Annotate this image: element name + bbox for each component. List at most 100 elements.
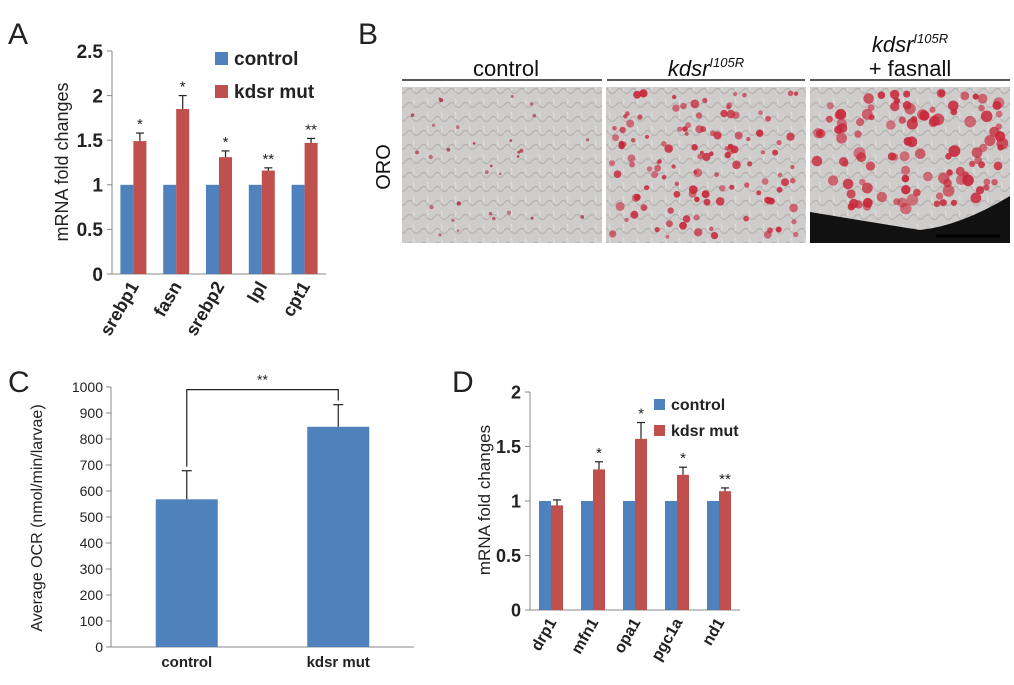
lipid-droplet <box>651 170 659 178</box>
chart-a-ylabel: mRNA fold changes <box>52 82 72 241</box>
lipid-droplet <box>836 118 848 129</box>
micrograph-kdsr <box>606 87 806 243</box>
lipid-droplet <box>841 160 849 167</box>
lipid-droplet <box>816 129 824 137</box>
lipid-droplet <box>933 200 941 208</box>
lipid-droplet <box>637 114 643 120</box>
legend-label: control <box>671 397 725 414</box>
lipid-droplet <box>697 153 704 160</box>
lipid-droplet <box>732 160 741 170</box>
y-tick-label: 0.5 <box>496 546 521 566</box>
legend-label: kdsr mut <box>671 423 739 440</box>
panel-b-col3-main: kdsr <box>872 32 915 57</box>
bar-control <box>581 501 593 610</box>
lipid-droplet <box>890 89 900 100</box>
lipid-droplet <box>633 90 641 99</box>
x-tick-label: mfn1 <box>569 615 603 657</box>
lipid-droplet <box>694 228 703 237</box>
lipid-droplet <box>776 186 783 193</box>
bar-control <box>291 184 305 274</box>
bar-control <box>539 501 551 610</box>
micrograph-dark-region <box>810 196 1010 243</box>
y-tick-label: 300 <box>80 561 104 577</box>
lipid-droplet <box>507 210 511 215</box>
lipid-droplet <box>919 110 930 121</box>
lipid-droplet <box>695 112 703 119</box>
significance-marker: * <box>180 79 186 96</box>
lipid-droplet <box>765 115 771 122</box>
lipid-droplet <box>901 185 911 195</box>
lipid-droplet <box>633 193 641 201</box>
bar-control <box>623 501 635 610</box>
lipid-droplet <box>609 230 617 238</box>
lipid-droplet <box>629 161 636 168</box>
lipid-droplet <box>901 174 910 183</box>
lipid-droplet <box>983 184 990 191</box>
lipid-droplet <box>950 199 958 206</box>
x-tick-label: control <box>161 654 212 671</box>
lipid-droplet <box>685 122 692 129</box>
lipid-droplet <box>630 138 636 143</box>
legend-swatch <box>654 399 665 410</box>
lipid-droplet <box>827 175 839 186</box>
lipid-droplet <box>674 181 680 186</box>
chart-d: mRNA fold changes 0 0.5 1 1.5 2 drp1 * mfn1 * opa… <box>475 382 740 664</box>
bar-control <box>707 501 719 610</box>
lipid-droplet <box>671 164 676 169</box>
panel-label-b: B <box>358 18 378 51</box>
lipid-droplet <box>775 226 782 233</box>
bar <box>155 499 218 647</box>
lipid-droplet <box>955 166 965 176</box>
lipid-droplet <box>901 165 911 175</box>
legend-label: control <box>234 49 298 70</box>
y-tick-label: 2 <box>511 382 521 402</box>
significance-marker: ** <box>262 151 274 168</box>
lipid-droplet <box>679 221 687 230</box>
lipid-droplet <box>709 151 714 156</box>
lipid-droplet <box>624 217 629 223</box>
lipid-droplet <box>734 131 743 140</box>
panel-b-col-label-kdsr: kdsrI105R <box>668 55 744 81</box>
lipid-droplets <box>410 89 1009 240</box>
lipid-droplet <box>682 126 688 132</box>
x-tick-label: fasn <box>150 278 186 320</box>
lipid-droplet <box>682 215 691 223</box>
lipid-droplet <box>862 202 872 211</box>
lipid-droplet <box>415 150 419 155</box>
lipid-droplet <box>877 91 886 99</box>
x-tick-label: pgc1a <box>649 615 687 664</box>
lipid-droplet <box>742 92 747 98</box>
lipid-droplet <box>726 105 731 110</box>
lipid-droplet <box>456 229 460 232</box>
panel-b-row-label-oro: ORO <box>373 144 395 190</box>
panel-b-col-label-control: control <box>473 56 539 81</box>
lipid-droplet <box>767 227 773 234</box>
legend-swatch <box>215 85 228 98</box>
legend-swatch <box>654 425 665 436</box>
lipid-droplet <box>455 125 460 129</box>
y-tick-label: 1 <box>92 176 103 197</box>
lipid-droplet <box>702 152 711 162</box>
lipid-droplet <box>516 155 520 158</box>
lipid-droplet <box>914 148 926 160</box>
panel-b-col2-sup: I105R <box>709 55 744 70</box>
lipid-droplet <box>747 161 753 167</box>
y-tick-label: 700 <box>80 457 104 473</box>
lipid-droplet <box>993 161 1003 171</box>
lipid-droplet <box>861 182 873 194</box>
lipid-droplet <box>665 220 673 228</box>
lipid-droplet <box>667 207 674 214</box>
lipid-droplet <box>978 161 985 169</box>
lipid-droplet <box>532 113 537 118</box>
lipid-droplet <box>580 215 585 219</box>
x-tick-label: opa1 <box>611 615 644 656</box>
lipid-droplet <box>672 104 680 112</box>
lipid-droplet <box>781 178 789 187</box>
y-tick-label: 0 <box>95 639 103 655</box>
lipid-droplet <box>715 197 725 206</box>
bar-mutant <box>133 141 147 274</box>
lipid-droplet <box>772 149 779 156</box>
lipid-droplet <box>946 169 953 176</box>
lipid-droplet <box>451 218 455 222</box>
bar-control <box>665 501 677 610</box>
